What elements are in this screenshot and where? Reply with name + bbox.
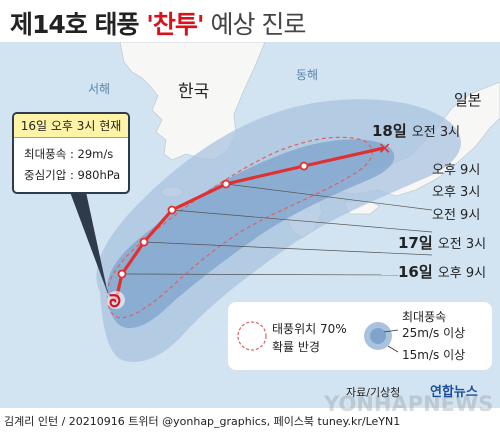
korea-landmass: [119, 42, 266, 161]
track-point: [221, 179, 231, 189]
legend-wind-25: 25m/s 이상: [402, 326, 466, 340]
brand-logo: 연합뉴스: [430, 385, 478, 400]
label-east-sea: 동해: [296, 68, 319, 82]
callout-pressure: 중심기압 : 980hPa: [24, 168, 121, 182]
track-layer: ✕: [114, 139, 433, 301]
track-point: [299, 161, 309, 171]
typhoon-current-mark: ᘐ: [107, 291, 125, 312]
track-leader-line: [225, 183, 433, 211]
footer-credit: 김계리 인턴 / 20210916 트위터 @yonhap_graphics, …: [4, 415, 401, 428]
source-credit: 자료/기상청: [346, 386, 401, 399]
callout-title: 16일 오후 3시 현재: [14, 114, 128, 138]
legend-probability-line1: 태풍위치 70%: [272, 322, 347, 336]
time-label-pm9: 오후 9시: [432, 163, 481, 178]
label-japan: 일본: [454, 91, 482, 109]
callout-max-wind: 최대풍속 : 29m/s: [24, 147, 114, 161]
callout-pointer: [70, 192, 108, 294]
current-status-callout: 16일 오후 3시 현재 최대풍속 : 29m/s 중심기압 : 980hPa: [12, 112, 130, 194]
legend-leader-15: [387, 345, 399, 353]
legend-wind-15: 15m/s 이상: [402, 348, 466, 362]
time-label-am9: 오전 9시: [432, 208, 481, 223]
probability-radius: [106, 136, 373, 319]
legend-max-wind-title: 최대풍속: [402, 310, 447, 324]
legend: 태풍위치 70% 확률 반경 최대풍속 25m/s 이상 15m/s 이상: [228, 302, 492, 370]
legend-leader-25: [383, 329, 399, 333]
time-label-16-pm9: 16일 오후 9시: [398, 263, 487, 281]
wind-25-area: [107, 139, 395, 328]
track-leader-line: [121, 273, 399, 276]
label-west-sea: 서해: [88, 82, 111, 96]
legend-probability-line2: 확률 반경: [272, 340, 320, 354]
time-label-pm3: 오후 3시: [432, 185, 481, 200]
track-point: [139, 237, 149, 247]
legend-wind-25-circle: [370, 328, 386, 344]
track-point: [117, 269, 127, 279]
track-end-marker: ✕: [378, 139, 391, 158]
map-svg: ✕ ᘐ: [70, 42, 500, 362]
svg-text:ᘐ: ᘐ: [109, 292, 121, 312]
legend-probability-circle: [237, 321, 267, 351]
track-leader-line: [171, 209, 433, 233]
watermark: YONHAPNEWS: [324, 392, 494, 416]
time-label-18-am3: 18일 오전 3시: [372, 122, 461, 140]
time-label-17-am3: 17일 오전 3시: [398, 234, 487, 252]
track-point: [167, 205, 177, 215]
typhoon-name: '찬투': [146, 10, 204, 39]
legend-svg: [237, 321, 399, 353]
page-title: 제14호 태풍 '찬투' 예상 진로: [10, 10, 306, 39]
track-leader-line: [143, 241, 433, 256]
label-korea: 한국: [178, 82, 210, 102]
